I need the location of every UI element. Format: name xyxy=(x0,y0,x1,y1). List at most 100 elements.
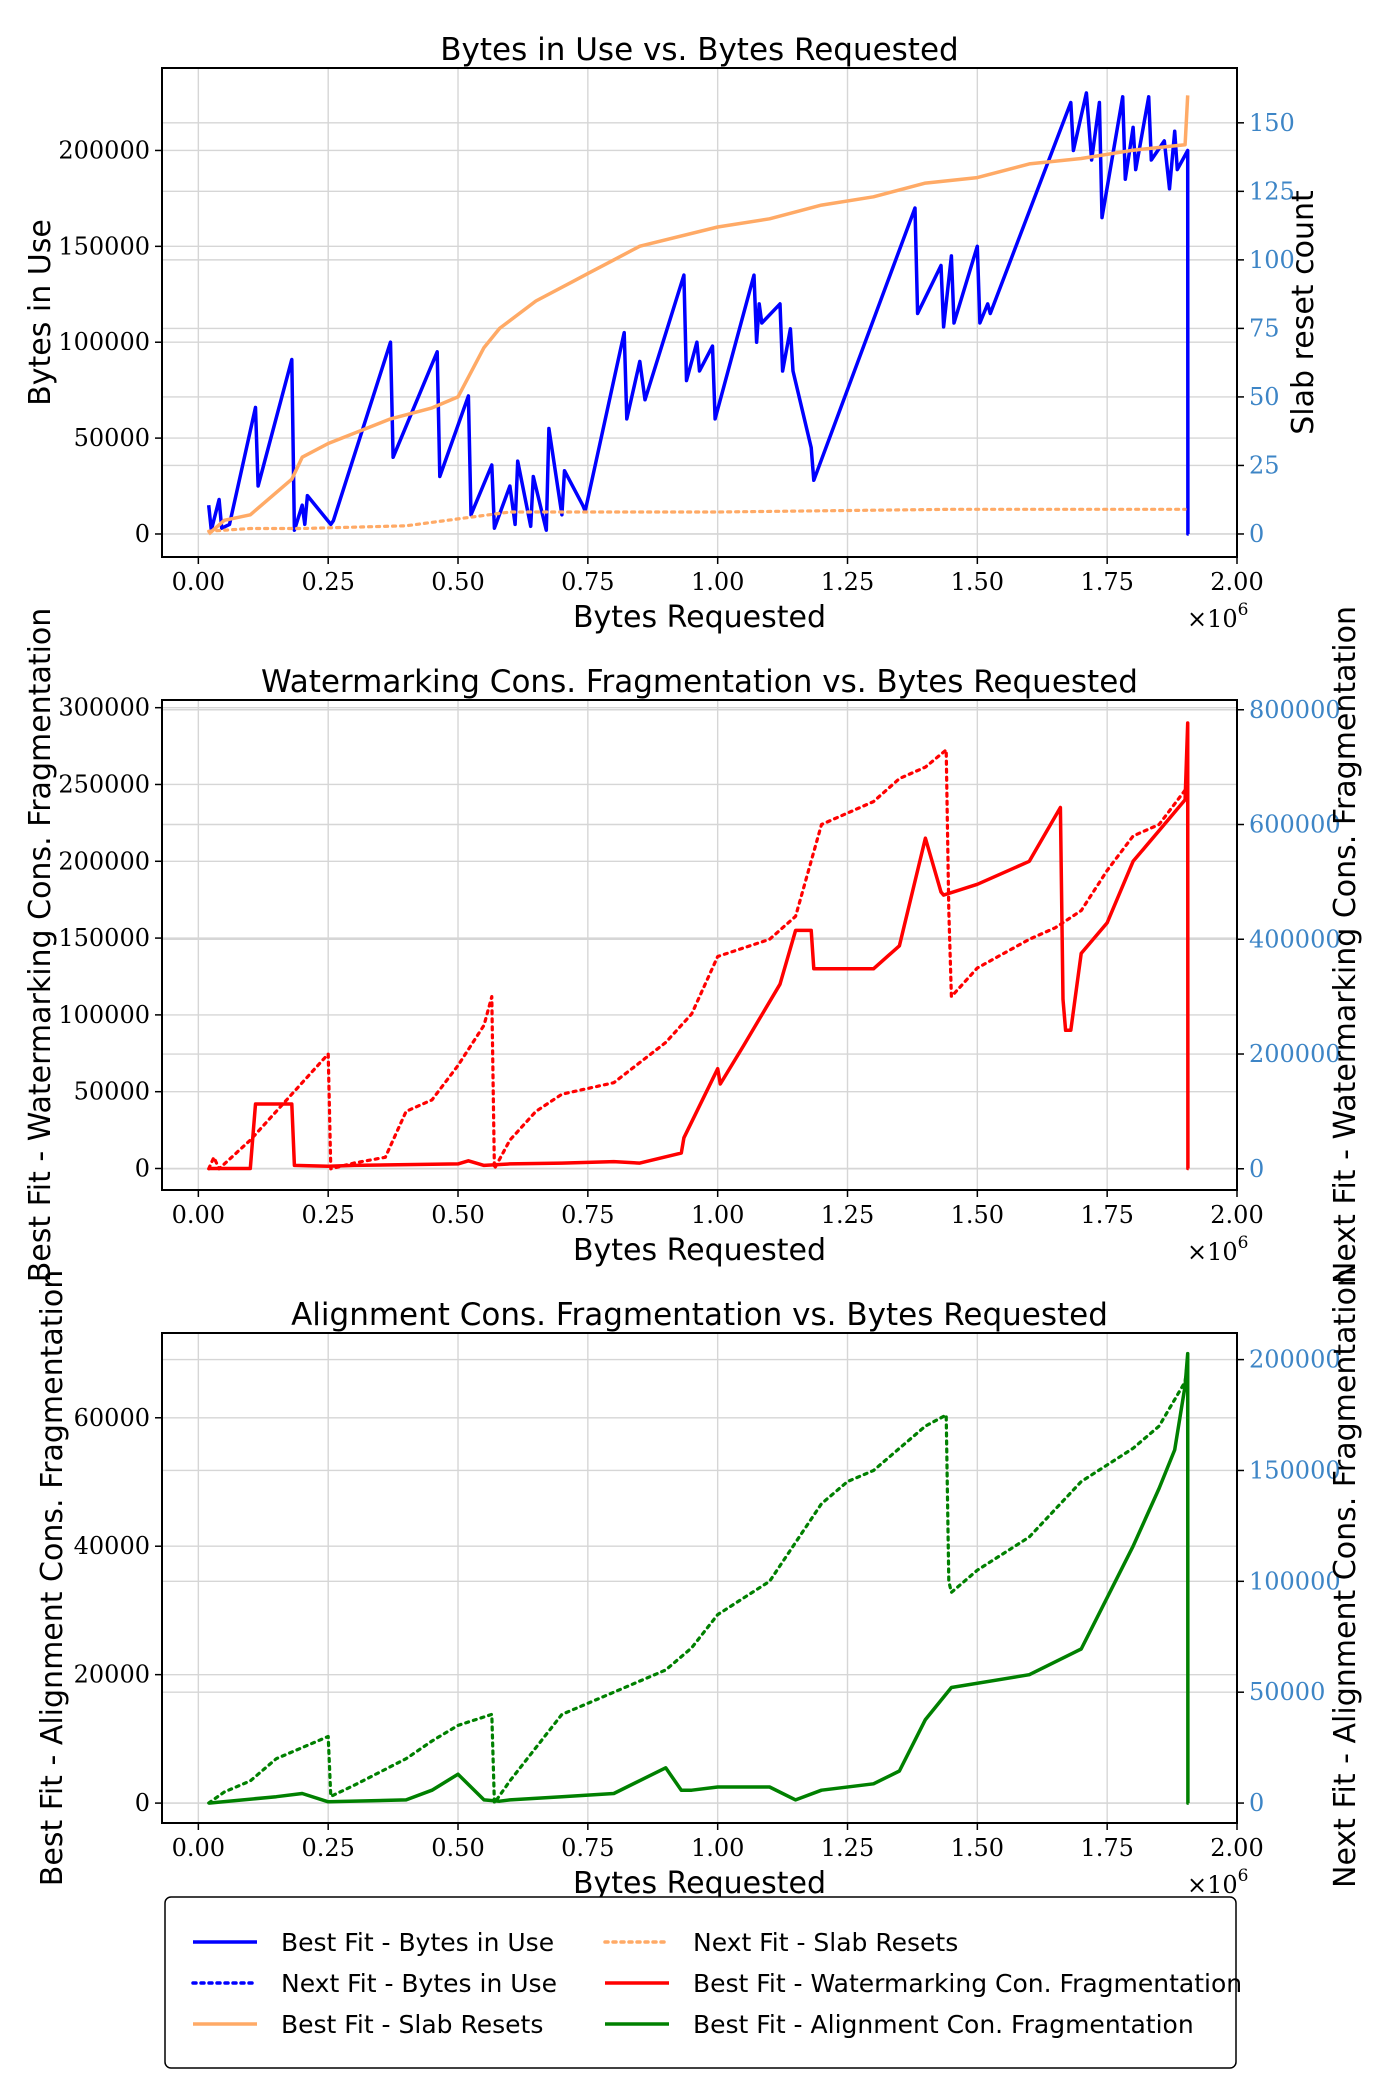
x-tick-label: 2.00 xyxy=(1210,568,1263,596)
x-tick-label: 0.00 xyxy=(172,1201,225,1229)
x-multiplier-exponent: 6 xyxy=(1238,600,1249,620)
y-tick-label: 50000 xyxy=(74,1078,150,1106)
chart-title: Alignment Cons. Fragmentation vs. Bytes … xyxy=(291,1297,1108,1333)
legend-label: Best Fit - Bytes in Use xyxy=(281,1928,554,1957)
x-tick-label: 1.25 xyxy=(821,568,874,596)
legend-label: Next Fit - Bytes in Use xyxy=(281,1969,557,1998)
legend-item: Next Fit - Bytes in Use xyxy=(191,1969,557,1998)
series-line xyxy=(207,507,1187,533)
x-tick-label: 0.00 xyxy=(172,568,225,596)
plot-frame xyxy=(161,67,1238,558)
plot-frame xyxy=(161,699,1238,1191)
x-tick-label: 0.50 xyxy=(431,568,484,596)
x-axis-label: Bytes Requested xyxy=(573,600,826,635)
x-tick-label: 2.00 xyxy=(1210,1834,1263,1862)
chart-panel-2: 0.00 0.25 0.50 0.75 1.00 1.25 1.50 1.75 2.00 0 500… xyxy=(23,606,1363,1284)
x-tick-label: 0.75 xyxy=(561,568,614,596)
x-tick-label: 1.00 xyxy=(691,568,744,596)
y-tick-label: 60000 xyxy=(74,1404,150,1432)
x-tick-label: 1.75 xyxy=(1080,568,1133,596)
legend-item: Best Fit - Watermarking Con. Fragmentati… xyxy=(605,1969,1242,1998)
y-tick-label: 250000 xyxy=(58,770,150,798)
x-multiplier-exponent: 6 xyxy=(1238,1233,1249,1253)
chart-panel-1: 0.00 0.25 0.50 0.75 1.00 1.25 1.50 1.75 2.000500… xyxy=(23,32,1321,635)
y-axis-label: Best Fit - Alignment Cons. Fragmentation xyxy=(35,1270,70,1886)
x-tick-label: 1.50 xyxy=(951,568,1004,596)
x-tick-label: 0.25 xyxy=(301,568,354,596)
x-tick-label: 1.50 xyxy=(951,1201,1004,1229)
y-tick-label: 200000 xyxy=(58,847,150,875)
y-tick-label: 150000 xyxy=(58,924,150,952)
y-tick-label: 40000 xyxy=(74,1532,150,1560)
chart-panel-3: 0.00 0.25 0.50 0.75 1.00 1.25 1.50 1.75 2.00 0 200… xyxy=(35,1268,1363,1901)
legend-box xyxy=(164,1896,1237,2069)
y-tick-label: 0 xyxy=(135,1154,150,1182)
y-tick-label: 20000 xyxy=(74,1661,150,1689)
y-right-tick-label: 0 xyxy=(1249,1789,1264,1817)
y-tick-label: 0 xyxy=(135,520,150,548)
y-right-axis-label: Next Fit - Alignment Cons. Fragmentation xyxy=(1328,1268,1363,1888)
x-tick-label: 0.75 xyxy=(561,1201,614,1229)
x-tick-label: 1.00 xyxy=(691,1834,744,1862)
x-multiplier-exponent: 6 xyxy=(1238,1866,1249,1886)
y-right-tick-label: 25 xyxy=(1249,451,1280,479)
series-line xyxy=(208,1351,1190,1805)
y-tick-label: 200000 xyxy=(58,136,150,164)
x-multiplier: ×106 xyxy=(1187,600,1248,633)
y-right-tick-label: 150000 xyxy=(1249,1456,1341,1484)
y-right-tick-label: 0 xyxy=(1249,520,1264,548)
x-tick-label: 2.00 xyxy=(1210,1201,1263,1229)
series-line xyxy=(207,748,1190,1171)
y-tick-label: 150000 xyxy=(58,232,150,260)
x-axis-label: Bytes Requested xyxy=(573,1866,826,1901)
legend-item: Next Fit - Slab Resets xyxy=(603,1928,958,1957)
legend-label: Next Fit - Slab Resets xyxy=(693,1928,958,1957)
x-tick-label: 1.00 xyxy=(691,1201,744,1229)
x-tick-label: 1.75 xyxy=(1080,1201,1133,1229)
series-line xyxy=(208,721,1190,1171)
plot-frame xyxy=(161,1332,1238,1824)
x-tick-label: 0.50 xyxy=(431,1834,484,1862)
y-right-tick-label: 100000 xyxy=(1249,1567,1341,1595)
y-right-tick-label: 100 xyxy=(1249,246,1295,274)
y-right-tick-label: 150 xyxy=(1249,109,1295,137)
y-right-tick-label: 125 xyxy=(1249,177,1295,205)
x-tick-label: 1.75 xyxy=(1080,1834,1133,1862)
y-right-tick-label: 800000 xyxy=(1249,696,1341,724)
legend-label: Best Fit - Alignment Con. Fragmentation xyxy=(693,2010,1194,2039)
legend-label: Best Fit - Slab Resets xyxy=(281,2010,543,2039)
legend-label: Best Fit - Watermarking Con. Fragmentati… xyxy=(693,1969,1242,1998)
legend-item: Best Fit - Bytes in Use xyxy=(193,1928,554,1957)
y-tick-label: 0 xyxy=(135,1789,150,1817)
legend-item: Best Fit - Alignment Con. Fragmentation xyxy=(605,2010,1194,2039)
y-right-tick-label: 0 xyxy=(1249,1155,1264,1183)
chart-title: Watermarking Cons. Fragmentation vs. Byt… xyxy=(261,664,1138,700)
x-tick-label: 1.25 xyxy=(821,1834,874,1862)
x-tick-label: 0.75 xyxy=(561,1834,614,1862)
y-right-tick-label: 400000 xyxy=(1249,925,1341,953)
x-tick-label: 0.00 xyxy=(172,1834,225,1862)
x-tick-label: 1.50 xyxy=(951,1834,1004,1862)
x-axis-label: Bytes Requested xyxy=(573,1233,826,1268)
x-tick-label: 0.25 xyxy=(301,1834,354,1862)
y-tick-label: 50000 xyxy=(74,424,150,452)
series-line xyxy=(207,1357,1190,1805)
y-right-tick-label: 50 xyxy=(1249,383,1280,411)
y-axis-label: Bytes in Use xyxy=(23,219,58,406)
legend-item: Best Fit - Slab Resets xyxy=(193,2010,543,2039)
y-right-tick-label: 200000 xyxy=(1249,1346,1341,1374)
y-right-axis-label: Next Fit - Watermarking Cons. Fragmentat… xyxy=(1328,606,1363,1284)
y-right-tick-label: 600000 xyxy=(1249,811,1341,839)
y-tick-label: 300000 xyxy=(58,694,150,722)
y-right-tick-label: 75 xyxy=(1249,314,1280,342)
x-tick-label: 0.25 xyxy=(301,1201,354,1229)
x-tick-label: 0.50 xyxy=(431,1201,484,1229)
chart-title: Bytes in Use vs. Bytes Requested xyxy=(440,32,958,68)
x-tick-label: 1.25 xyxy=(821,1201,874,1229)
y-tick-label: 100000 xyxy=(58,328,150,356)
y-right-axis-label: Slab reset count xyxy=(1286,190,1321,435)
y-axis-label: Best Fit - Watermarking Cons. Fragmentat… xyxy=(23,608,58,1283)
y-tick-label: 100000 xyxy=(58,1001,150,1029)
series-line xyxy=(207,95,1190,536)
